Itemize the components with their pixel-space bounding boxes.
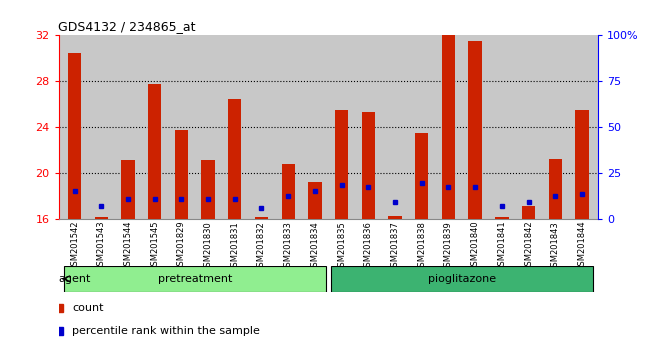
Bar — [308, 182, 322, 219]
Bar — [335, 110, 348, 219]
Bar — [122, 160, 135, 219]
Bar — [228, 99, 241, 219]
Bar — [331, 266, 593, 292]
Bar — [415, 133, 428, 219]
Bar — [68, 53, 81, 219]
Text: percentile rank within the sample: percentile rank within the sample — [72, 326, 260, 336]
Bar — [255, 217, 268, 219]
Text: agent: agent — [58, 274, 91, 284]
Text: count: count — [72, 303, 103, 313]
Bar — [388, 216, 402, 219]
Text: GDS4132 / 234865_at: GDS4132 / 234865_at — [58, 20, 196, 33]
Bar — [469, 41, 482, 219]
Bar — [442, 35, 455, 219]
Text: pioglitazone: pioglitazone — [428, 274, 496, 284]
Bar — [94, 217, 108, 219]
Bar — [575, 110, 589, 219]
Bar — [522, 206, 535, 219]
Bar — [64, 266, 326, 292]
Bar — [549, 159, 562, 219]
Bar — [495, 217, 508, 219]
Bar — [175, 130, 188, 219]
Bar — [361, 113, 375, 219]
Bar — [281, 164, 295, 219]
Bar — [202, 160, 214, 219]
Text: pretreatment: pretreatment — [157, 274, 232, 284]
Bar — [148, 84, 161, 219]
